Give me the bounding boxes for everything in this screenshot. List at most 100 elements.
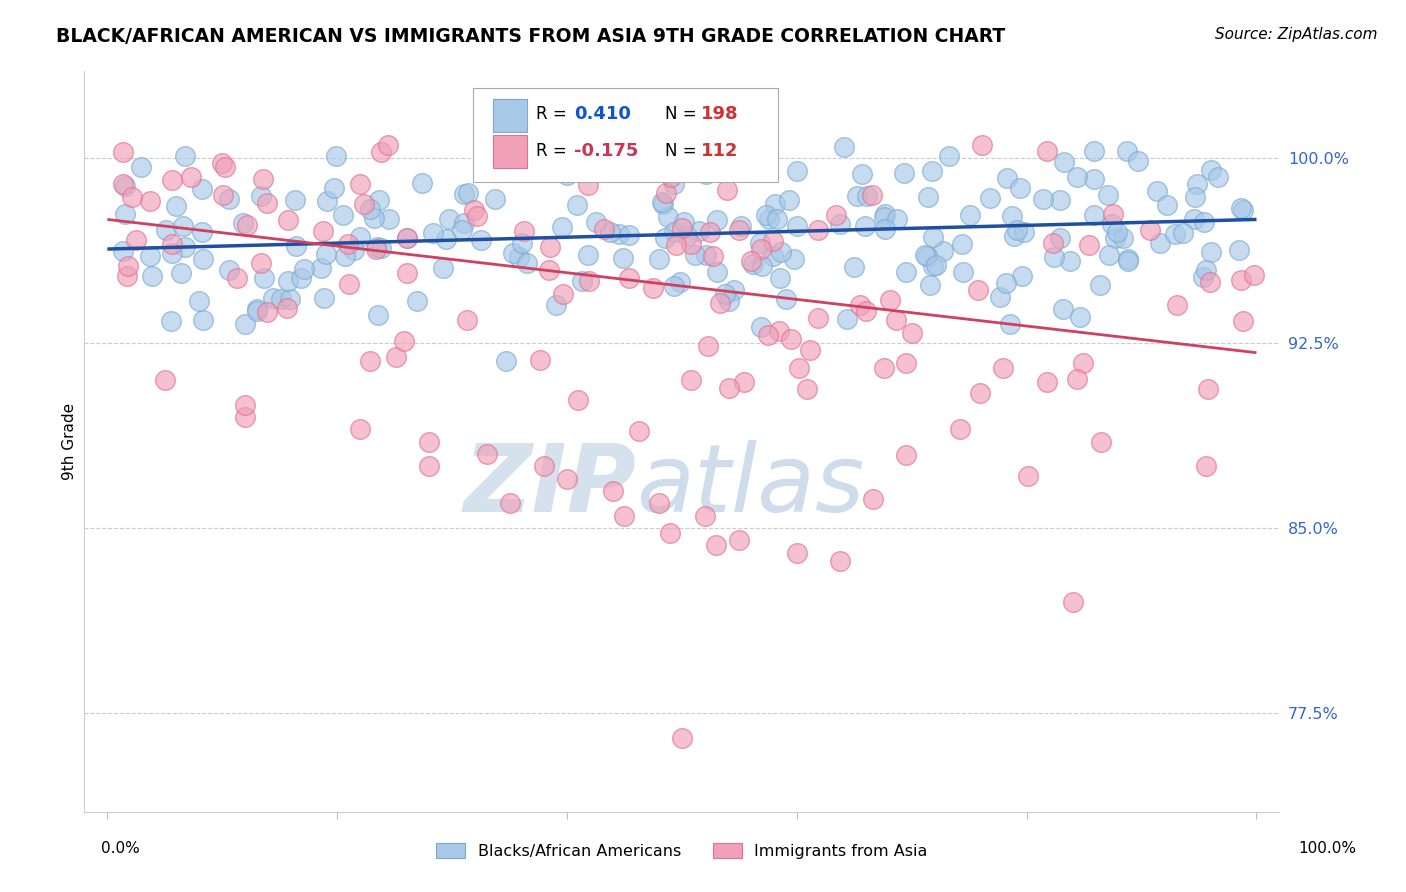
Point — [1102, 206, 1125, 220]
Point — [807, 311, 830, 326]
Point — [411, 176, 433, 190]
Point — [284, 193, 307, 207]
FancyBboxPatch shape — [494, 99, 527, 132]
Point — [875, 222, 897, 236]
Point — [828, 217, 851, 231]
Point — [995, 171, 1018, 186]
Point — [1201, 162, 1223, 177]
Point — [758, 212, 780, 227]
Point — [754, 159, 776, 173]
Point — [160, 246, 183, 260]
Point — [1071, 356, 1094, 370]
Point — [1017, 469, 1039, 483]
Point — [359, 354, 381, 368]
Point — [233, 317, 256, 331]
Point — [155, 223, 177, 237]
Point — [952, 265, 974, 279]
Point — [180, 169, 202, 184]
Point — [873, 361, 896, 376]
Point — [141, 268, 163, 283]
Point — [844, 260, 866, 274]
Point — [125, 233, 148, 247]
Point — [763, 197, 786, 211]
Text: R =: R = — [536, 105, 572, 123]
Point — [325, 149, 347, 163]
Point — [662, 178, 685, 192]
Point — [1012, 225, 1035, 239]
Point — [422, 226, 444, 240]
Point — [432, 261, 454, 276]
Point — [453, 216, 475, 230]
Point — [256, 305, 278, 319]
Point — [783, 252, 806, 266]
Point — [335, 249, 357, 263]
Point — [825, 208, 848, 222]
Point — [1116, 145, 1139, 159]
Point — [1049, 193, 1071, 207]
Point — [337, 277, 360, 291]
Point — [578, 274, 600, 288]
Point — [395, 231, 418, 245]
Point — [129, 161, 152, 175]
Point — [117, 259, 139, 273]
Point — [529, 352, 551, 367]
Point — [1149, 236, 1171, 251]
Point — [285, 239, 308, 253]
Point — [1166, 298, 1188, 312]
Point — [709, 296, 731, 310]
Point — [188, 293, 211, 308]
Point — [553, 286, 575, 301]
Point — [740, 253, 762, 268]
Point — [896, 356, 918, 370]
Point — [1164, 227, 1187, 241]
Point — [1195, 459, 1218, 474]
Point — [862, 492, 884, 507]
Point — [914, 248, 936, 262]
Point — [218, 263, 240, 277]
Point — [311, 224, 333, 238]
Point — [114, 207, 136, 221]
Point — [457, 186, 479, 200]
Point — [697, 339, 720, 353]
Point — [1066, 169, 1088, 184]
Point — [1069, 310, 1091, 324]
Point — [695, 167, 717, 181]
Point — [349, 230, 371, 244]
Point — [174, 149, 197, 163]
Point — [949, 422, 972, 436]
Point — [1011, 268, 1033, 283]
Point — [894, 265, 917, 279]
Point — [733, 376, 755, 390]
Point — [599, 225, 621, 239]
Point — [1199, 276, 1222, 290]
Point — [728, 533, 751, 548]
Point — [972, 138, 994, 153]
Point — [1090, 435, 1112, 450]
Point — [617, 270, 640, 285]
Point — [1146, 184, 1168, 198]
Point — [787, 361, 810, 376]
Point — [226, 271, 249, 285]
Point — [1101, 217, 1123, 231]
Point — [191, 182, 214, 196]
Point — [856, 189, 879, 203]
Point — [585, 215, 607, 229]
Point — [959, 208, 981, 222]
Point — [1112, 231, 1135, 245]
Point — [343, 243, 366, 257]
Point — [465, 209, 488, 223]
Point — [1185, 177, 1208, 191]
Point — [349, 177, 371, 191]
Point — [396, 231, 419, 245]
Point — [969, 385, 991, 400]
Point — [453, 187, 475, 202]
Point — [671, 731, 693, 745]
Point — [349, 422, 371, 436]
Text: BLACK/AFRICAN AMERICAN VS IMMIGRANTS FROM ASIA 9TH GRADE CORRELATION CHART: BLACK/AFRICAN AMERICAN VS IMMIGRANTS FRO… — [56, 27, 1005, 45]
Point — [665, 238, 688, 252]
Point — [860, 188, 883, 202]
Point — [688, 224, 710, 238]
Point — [659, 169, 682, 184]
Point — [370, 145, 392, 160]
Point — [607, 227, 630, 241]
